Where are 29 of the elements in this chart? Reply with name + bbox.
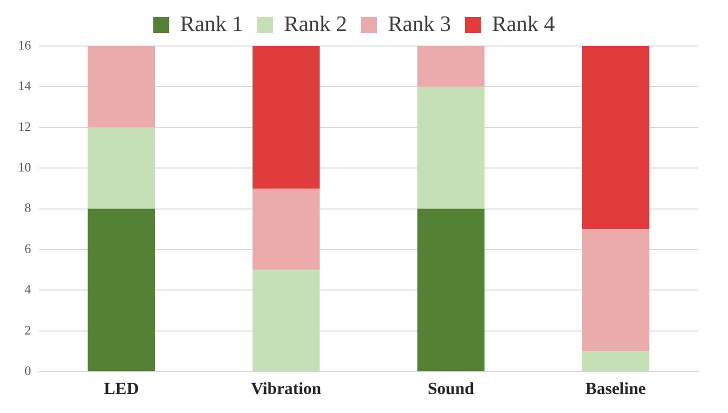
y-tick-label: 16 [18, 37, 32, 52]
y-tick-label: 14 [18, 78, 32, 94]
bar [582, 229, 650, 352]
y-tick-label: 4 [24, 282, 32, 297]
y-tick-label: 12 [18, 118, 31, 134]
bar [582, 351, 650, 372]
bar [88, 127, 155, 209]
x-tick-label: Sound [428, 379, 475, 398]
bar [88, 46, 155, 128]
legend-label: Rank 3 [388, 10, 451, 36]
bar [88, 208, 155, 372]
y-tick-label: 2 [24, 322, 31, 338]
bar [252, 188, 320, 270]
y-tick-label: 0 [24, 363, 31, 378]
x-tick-label: Baseline [585, 379, 646, 398]
legend-label: Rank 1 [180, 10, 244, 36]
bar [582, 46, 650, 230]
x-tick-label: LED [104, 379, 139, 398]
bar [417, 86, 484, 209]
legend-label: Rank 2 [284, 10, 348, 36]
legend-label: Rank 4 [492, 10, 555, 36]
bar [252, 270, 320, 372]
y-tick-label: 10 [18, 160, 31, 175]
bar [252, 46, 320, 188]
x-tick-label: Vibration [251, 379, 322, 398]
bar [417, 46, 484, 87]
y-tick-label: 6 [24, 240, 32, 256]
y-tick-label: 8 [24, 200, 31, 216]
bar [417, 208, 484, 372]
